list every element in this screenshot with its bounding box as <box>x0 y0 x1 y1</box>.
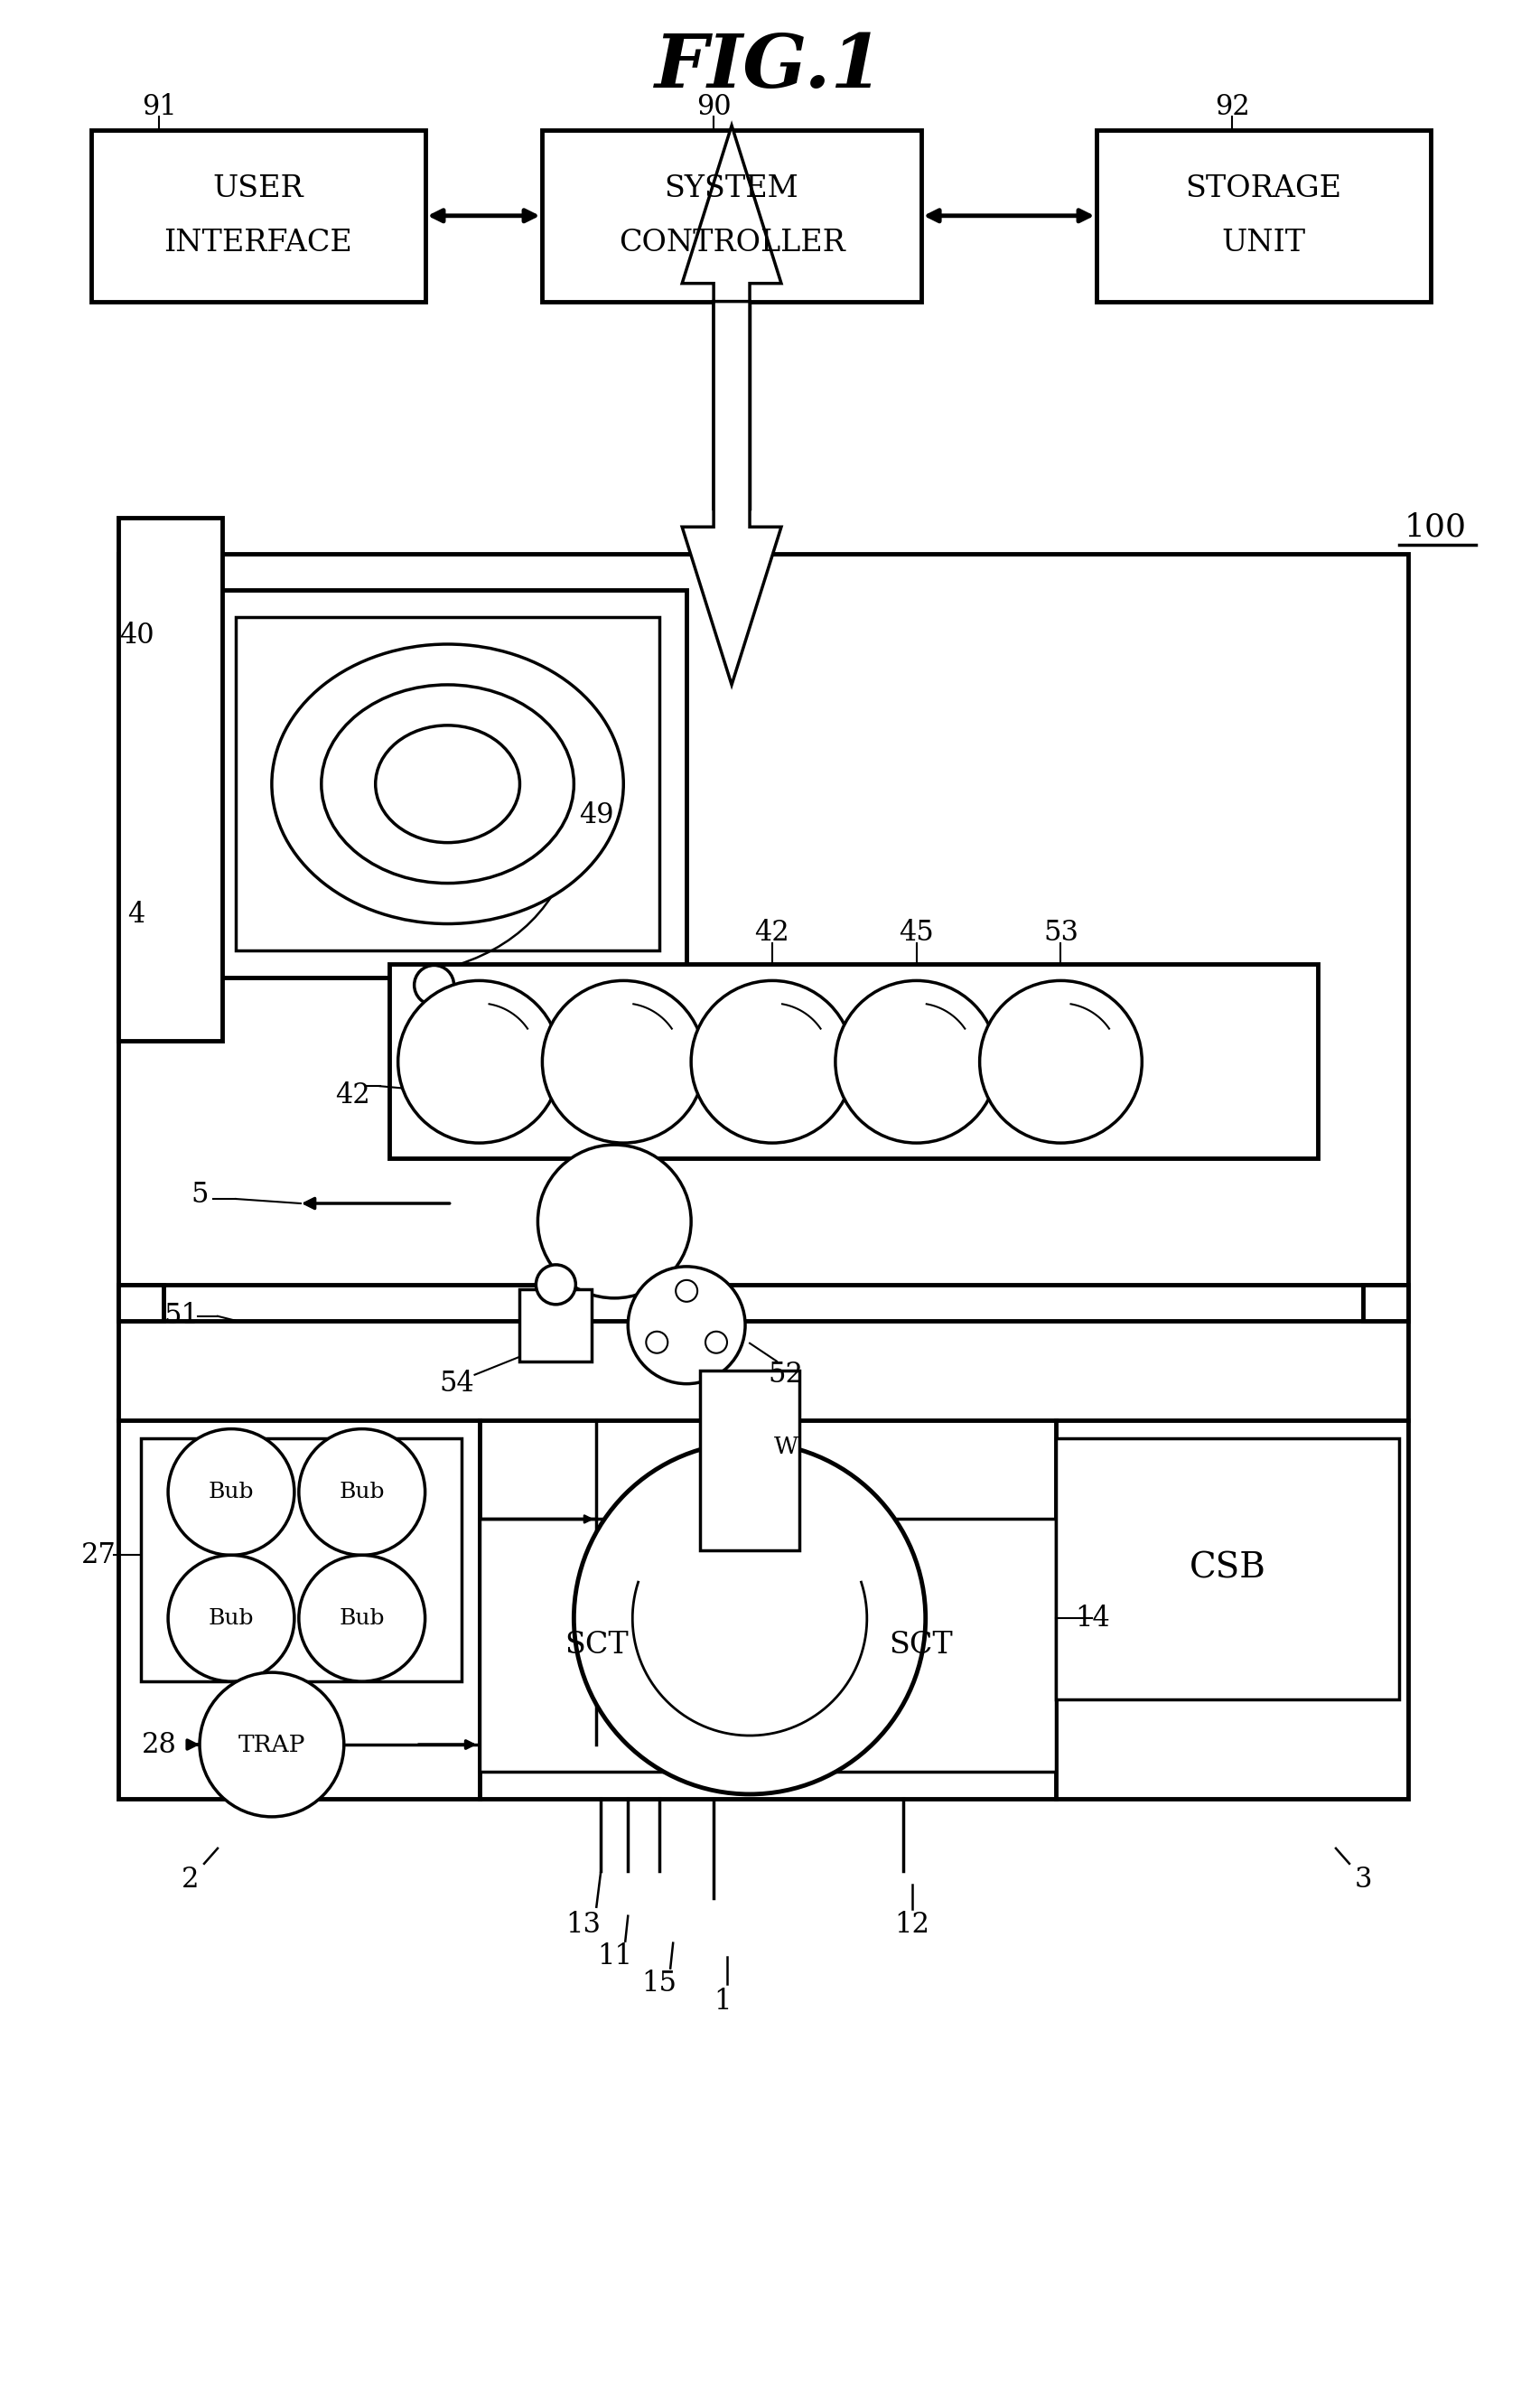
Text: 1: 1 <box>715 1987 731 2015</box>
Text: 90: 90 <box>696 94 731 123</box>
Bar <box>236 618 659 950</box>
Text: UNIT: UNIT <box>1221 228 1306 257</box>
Text: CONTROLLER: CONTROLLER <box>619 228 845 257</box>
Text: 14: 14 <box>1075 1604 1110 1633</box>
Bar <box>91 130 425 301</box>
Bar <box>521 1289 591 1361</box>
Circle shape <box>705 1332 727 1354</box>
Bar <box>701 1371 799 1551</box>
Circle shape <box>647 1332 668 1354</box>
Text: 100: 100 <box>1404 512 1466 541</box>
Circle shape <box>168 1556 294 1681</box>
Polygon shape <box>682 125 781 510</box>
Text: Bub: Bub <box>339 1481 385 1503</box>
Circle shape <box>537 1145 691 1299</box>
Text: SCT: SCT <box>565 1631 628 1659</box>
Circle shape <box>628 1267 745 1383</box>
Text: 49: 49 <box>579 801 614 830</box>
Text: 45: 45 <box>899 919 935 948</box>
Text: Bub: Bub <box>208 1481 254 1503</box>
Text: TRAP: TRAP <box>239 1734 305 1756</box>
Polygon shape <box>682 301 781 685</box>
Circle shape <box>397 981 561 1142</box>
Text: INTERFACE: INTERFACE <box>163 228 353 257</box>
Circle shape <box>542 981 705 1142</box>
Bar <box>1363 1284 1408 1320</box>
Circle shape <box>200 1671 343 1816</box>
Bar <box>119 553 1408 1799</box>
Text: CSB: CSB <box>1189 1551 1266 1585</box>
Text: USER: USER <box>213 173 303 202</box>
Bar <box>208 589 687 979</box>
Bar <box>119 1284 163 1320</box>
Text: 28: 28 <box>142 1732 177 1758</box>
Bar <box>479 1520 713 1772</box>
Text: 51: 51 <box>163 1301 199 1330</box>
Text: 13: 13 <box>565 1912 601 1938</box>
Circle shape <box>536 1265 576 1304</box>
Bar <box>142 1438 460 1681</box>
Bar <box>1056 1438 1398 1700</box>
Text: SYSTEM: SYSTEM <box>664 173 799 202</box>
Bar <box>411 974 457 1041</box>
Circle shape <box>691 981 853 1142</box>
Text: 15: 15 <box>642 1970 678 1999</box>
Text: FIG.1: FIG.1 <box>654 31 884 103</box>
Circle shape <box>979 981 1143 1142</box>
Text: 2: 2 <box>182 1866 199 1893</box>
Text: W: W <box>773 1436 798 1457</box>
Text: Bub: Bub <box>208 1609 254 1628</box>
Text: 52: 52 <box>768 1361 804 1388</box>
Text: 12: 12 <box>895 1912 930 1938</box>
Bar <box>542 130 921 301</box>
Text: 42: 42 <box>755 919 790 948</box>
Ellipse shape <box>322 685 574 883</box>
Text: 54: 54 <box>439 1371 474 1397</box>
Text: 11: 11 <box>598 1943 631 1970</box>
Text: SCT: SCT <box>889 1631 953 1659</box>
Bar <box>119 517 222 1041</box>
Circle shape <box>414 964 454 1005</box>
Circle shape <box>574 1443 926 1794</box>
Circle shape <box>299 1429 425 1556</box>
Text: 4: 4 <box>128 902 145 928</box>
Ellipse shape <box>271 645 624 924</box>
Text: 92: 92 <box>1215 94 1249 123</box>
Text: Bub: Bub <box>339 1609 385 1628</box>
Text: 53: 53 <box>1043 919 1078 948</box>
Text: 3: 3 <box>1354 1866 1372 1893</box>
Text: 27: 27 <box>82 1542 116 1568</box>
Circle shape <box>835 981 998 1142</box>
Ellipse shape <box>376 726 521 842</box>
Text: 91: 91 <box>142 94 177 123</box>
Circle shape <box>299 1556 425 1681</box>
Text: STORAGE: STORAGE <box>1186 173 1341 202</box>
Text: 5: 5 <box>191 1181 208 1207</box>
Bar <box>1096 130 1431 301</box>
Circle shape <box>168 1429 294 1556</box>
Text: 42: 42 <box>336 1082 371 1109</box>
Bar <box>390 964 1318 1159</box>
Bar <box>785 1520 1056 1772</box>
Text: 40: 40 <box>119 620 154 649</box>
Circle shape <box>676 1279 698 1301</box>
